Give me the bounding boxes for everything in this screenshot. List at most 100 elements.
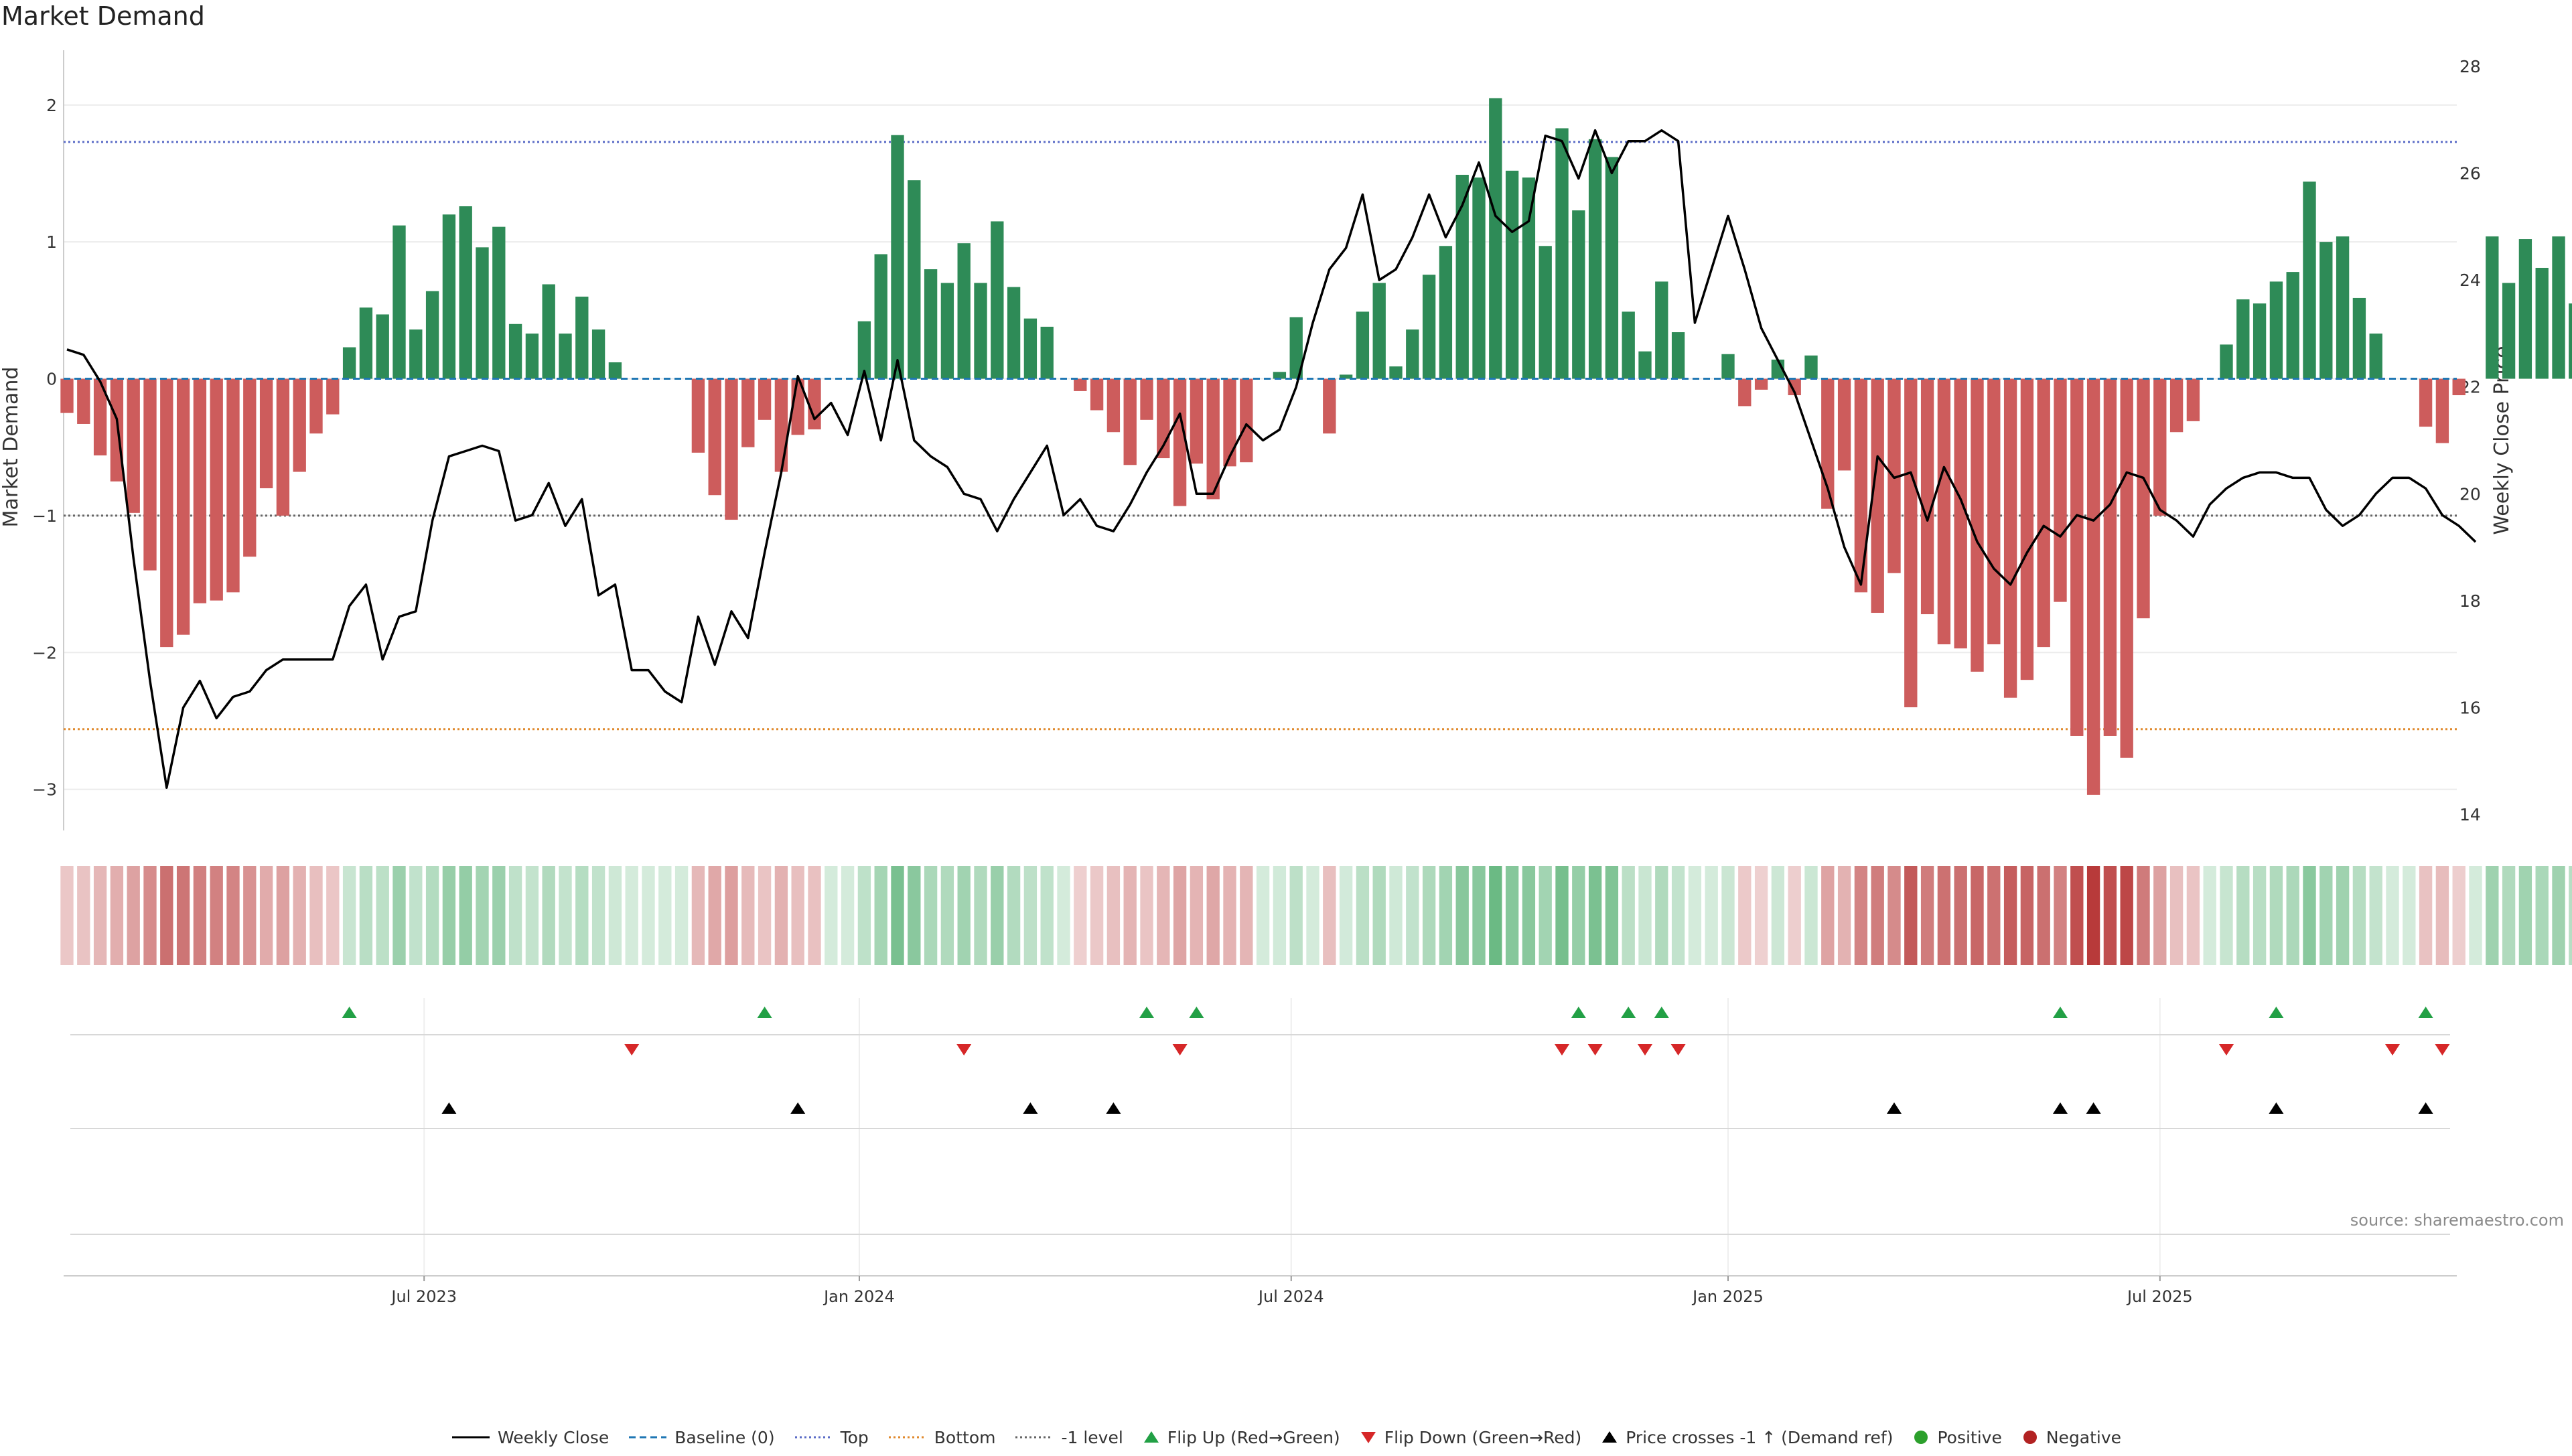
heat-cell [2552,866,2565,965]
legend-swatch [1143,1431,1159,1443]
heat-cell [1489,866,1502,965]
heat-cell [1472,866,1486,965]
demand-bar [1738,378,1752,407]
price-cross-marker [2086,1102,2101,1114]
demand-bar [2003,378,2017,698]
heat-cell [2535,866,2549,965]
legend: Weekly Close Baseline (0) Top Bottom -1 leve… [0,1418,2572,1456]
demand-bar [1406,329,1419,379]
demand-bar [60,378,74,413]
heat-cell [841,866,855,965]
legend-swatch-shape [2023,1431,2037,1444]
weekly-close-line [66,129,2477,789]
demand-bar [974,283,987,379]
demand-bar [1323,378,1336,434]
heat-cell [77,866,90,965]
y-tick-label: 1 [46,232,57,252]
demand-bar [1173,378,1187,506]
heat-cell [2054,866,2067,965]
heat-cell [476,866,489,965]
demand-bar [2535,267,2549,379]
legend-label: Flip Up (Red→Green) [1167,1427,1340,1447]
demand-bar [1372,283,1386,379]
heat-cell [508,866,522,965]
demand-bar [542,284,555,379]
heat-cell [2037,866,2050,965]
demand-bar [127,378,140,513]
heat-cell [825,866,838,965]
demand-bar [2502,283,2516,379]
heat-cell [940,866,954,965]
demand-bar [1920,378,1934,615]
heat-cell [259,866,273,965]
legend-item: Bottom [887,1427,996,1447]
heat-cell [1788,866,1801,965]
heat-cell [2169,866,2184,965]
y2-tick-label: 14 [2459,805,2481,824]
heat-cell [591,866,605,965]
demand-bar [143,378,157,571]
heat-cell [1920,866,1934,965]
heat-cell [1671,866,1685,965]
demand-bar [1588,139,1602,379]
y-axis-label: Market Demand [0,367,23,528]
demand-bar [376,314,389,379]
heat-cell [1754,866,1768,965]
demand-bar [2435,378,2449,443]
demand-bar [1206,378,1220,500]
flip-down-marker [624,1044,640,1055]
heat-cell [2020,866,2034,965]
heat-cell [1821,866,1835,965]
heat-cell [1389,866,1403,965]
demand-bar [492,226,506,379]
demand-bar [226,378,240,593]
heat-cell [1256,866,1270,965]
y-tick-label: −3 [32,780,57,800]
heat-cell [1588,866,1602,965]
price-cross-marker [1106,1102,1121,1114]
demand-bar [326,378,340,415]
demand-bar [508,323,522,379]
heat-cell [1306,866,1319,965]
heat-cell [991,866,1004,965]
demand-bar [1671,332,1685,379]
heat-cell [1871,866,1884,965]
legend-swatch-shape [1602,1431,1618,1443]
heat-cell [642,866,655,965]
demand-bar [1190,378,1204,464]
demand-bar [2352,297,2366,379]
heat-cell [674,866,689,965]
heat-cell [2253,866,2267,965]
legend-swatch [1360,1432,1376,1443]
flip-down-marker [2219,1044,2234,1055]
legend-label: Bottom [934,1427,996,1447]
heat-cell [492,866,506,965]
demand-bar [2020,378,2034,680]
heat-cell [2502,866,2516,965]
heat-cell [725,866,738,965]
price-cross-marker [2418,1102,2433,1114]
flip-up-marker [342,1007,357,1018]
heat-cell [1705,866,1718,965]
demand-bar [2120,378,2133,758]
demand-bar [2236,299,2250,379]
legend-swatch [2023,1431,2037,1444]
heat-cell [1339,866,1353,965]
heat-cell [442,866,456,965]
demand-bar [2269,281,2283,379]
demand-bar [957,243,971,379]
heat-cell [658,866,672,965]
x-tick-label: Jul 2024 [1257,1287,1324,1306]
heat-cell [2452,866,2466,965]
flip-down-marker [1555,1044,1569,1055]
demand-bar [591,329,605,379]
demand-bar [1904,378,1918,708]
heat-cell [1638,866,1652,965]
heat-cell [226,866,240,965]
demand-bar [2186,378,2200,421]
demand-bar [193,378,207,603]
heat-cell [409,866,423,965]
demand-bar [2037,378,2050,648]
demand-bar [2137,378,2150,619]
demand-bar [425,291,439,379]
